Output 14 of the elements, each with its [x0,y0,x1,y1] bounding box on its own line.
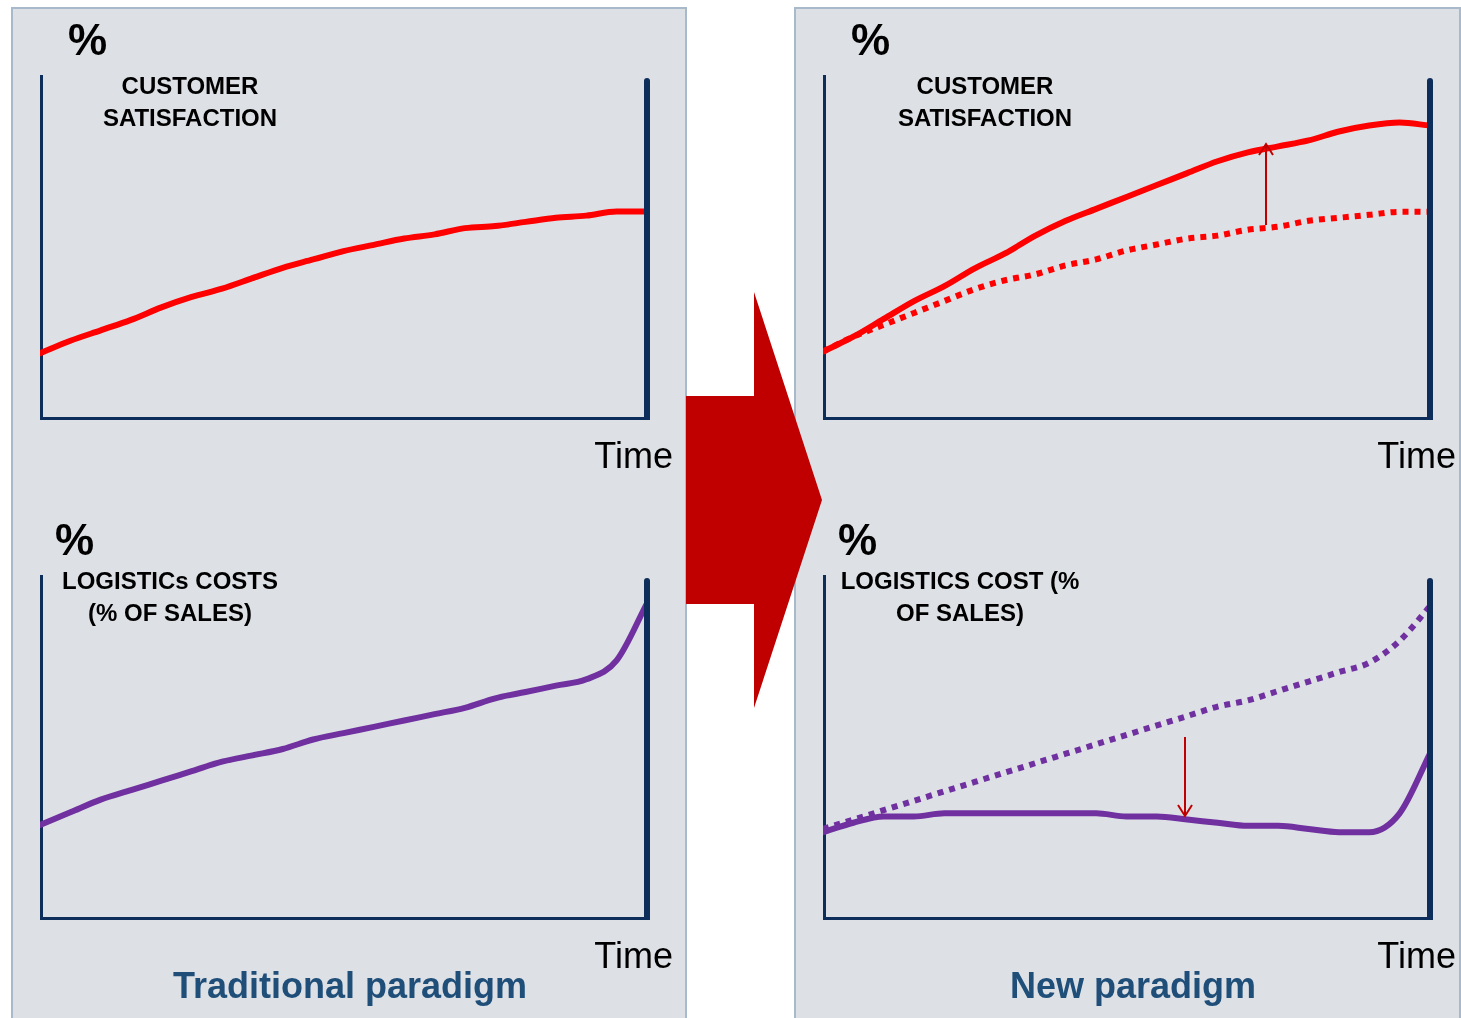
x-axis-title: Time [594,935,673,977]
x-axis-title: Time [1377,435,1456,477]
chart-title: LOGISTICS COST (% OF SALES) [840,566,1080,628]
y-axis-title: % [838,515,878,565]
chart-title: CUSTOMER SATISFACTION [101,71,279,133]
y-axis-title: % [68,15,108,65]
chart-title: CUSTOMER SATISFACTION [896,71,1074,133]
y-axis-title: % [55,515,95,565]
x-axis-title: Time [1377,935,1456,977]
y-axis-title: % [851,15,891,65]
text: New paradigm [1009,965,1257,1006]
text: Traditional paradigm [172,965,528,1006]
x-axis-title: Time [594,435,673,477]
chart-title: LOGISTICs COSTS (% OF SALES) [61,566,279,628]
